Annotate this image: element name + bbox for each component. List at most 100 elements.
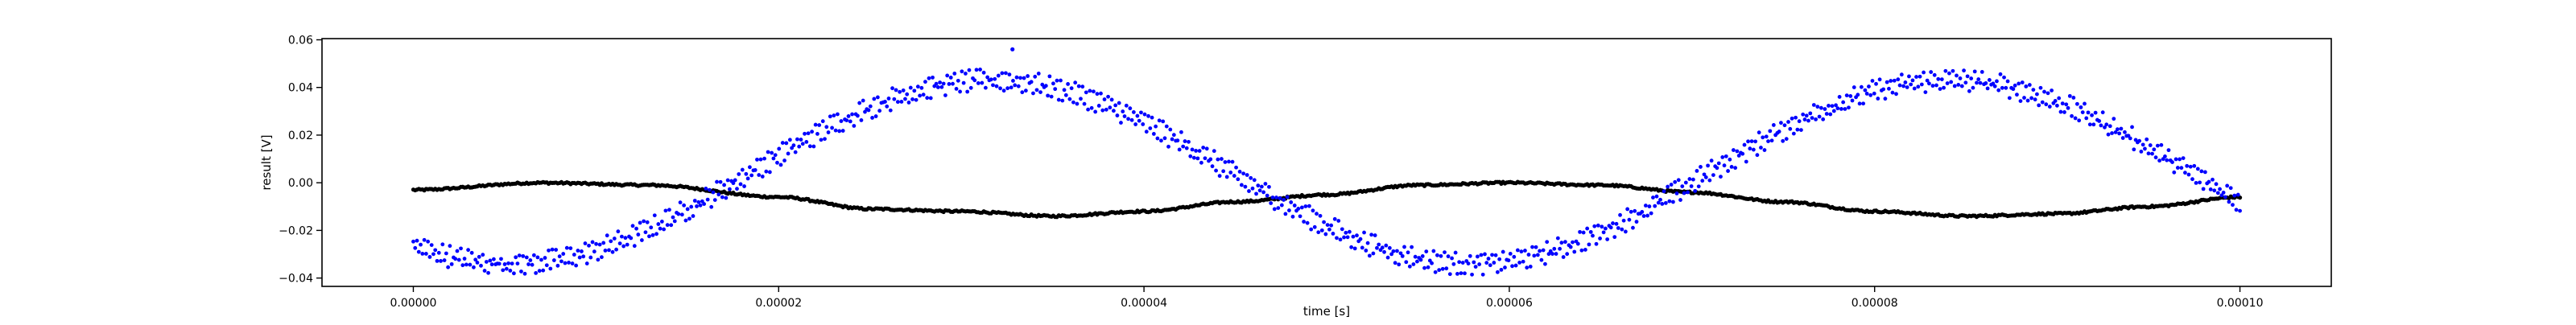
blue-point bbox=[1691, 177, 1695, 182]
blue-point bbox=[899, 100, 904, 104]
blue-point bbox=[1128, 106, 1133, 111]
blue-point bbox=[1243, 184, 1248, 189]
blue-point bbox=[1115, 113, 1120, 117]
blue-point bbox=[1319, 228, 1324, 232]
blue-point bbox=[1887, 86, 1891, 91]
blue-point bbox=[482, 269, 487, 273]
blue-point bbox=[1377, 242, 1381, 247]
blue-point bbox=[856, 113, 860, 118]
blue-point bbox=[1534, 245, 1538, 249]
blue-point bbox=[2190, 177, 2194, 182]
blue-point bbox=[1550, 252, 1554, 256]
blue-point bbox=[2025, 98, 2030, 103]
blue-point bbox=[1554, 252, 1558, 256]
blue-point bbox=[1322, 220, 1326, 224]
blue-point bbox=[1303, 204, 1308, 208]
blue-point bbox=[1146, 113, 1150, 118]
blue-point bbox=[1113, 103, 1118, 108]
blue-point bbox=[1819, 105, 1823, 110]
blue-point bbox=[2080, 110, 2085, 115]
blue-point bbox=[2071, 96, 2076, 100]
blue-point bbox=[2163, 154, 2167, 158]
blue-point bbox=[830, 125, 834, 130]
blue-point bbox=[866, 108, 871, 113]
blue-point bbox=[2005, 79, 2010, 84]
blue-point bbox=[435, 258, 440, 263]
blue-point bbox=[1967, 88, 1971, 93]
x-tick-label: 0.00000 bbox=[390, 297, 437, 310]
blue-point bbox=[514, 255, 518, 260]
blue-point bbox=[1175, 138, 1180, 143]
blue-point bbox=[1435, 253, 1439, 257]
blue-point bbox=[1923, 90, 1928, 95]
blue-point bbox=[481, 253, 485, 257]
blue-point bbox=[1220, 157, 1224, 161]
blue-point bbox=[1996, 88, 2001, 93]
blue-point bbox=[427, 255, 432, 259]
blue-point bbox=[1521, 259, 1525, 264]
blue-point bbox=[1939, 77, 1944, 82]
blue-point bbox=[1287, 208, 1291, 212]
blue-point bbox=[846, 114, 851, 118]
blue-point bbox=[2221, 191, 2226, 195]
blue-point bbox=[1197, 149, 1202, 153]
blue-point bbox=[833, 128, 838, 133]
blue-point bbox=[1117, 101, 1121, 105]
blue-point bbox=[1971, 85, 1975, 90]
blue-point bbox=[1815, 105, 1820, 109]
blue-point bbox=[1724, 154, 1728, 158]
blue-point bbox=[2000, 85, 2004, 90]
blue-point bbox=[945, 73, 950, 78]
blue-point bbox=[943, 93, 947, 97]
blue-point bbox=[1987, 78, 1992, 82]
blue-point bbox=[629, 236, 634, 241]
blue-point bbox=[1332, 216, 1337, 221]
blue-point bbox=[2020, 80, 2025, 84]
y-tick-label: 0.04 bbox=[288, 82, 313, 95]
blue-point bbox=[775, 160, 779, 165]
blue-point bbox=[1299, 205, 1304, 210]
blue-point bbox=[1929, 70, 1934, 74]
blue-point bbox=[594, 241, 598, 246]
blue-point bbox=[439, 259, 443, 263]
blue-point bbox=[2201, 187, 2206, 191]
blue-point bbox=[1056, 97, 1061, 102]
blue-point bbox=[810, 130, 815, 134]
blue-point bbox=[1155, 136, 1160, 141]
blue-point bbox=[1194, 149, 1198, 153]
blue-point bbox=[1131, 110, 1136, 114]
blue-point bbox=[964, 72, 968, 76]
blue-point bbox=[800, 142, 805, 146]
blue-point bbox=[1687, 177, 1692, 181]
blue-point bbox=[672, 219, 677, 224]
blue-point bbox=[1239, 183, 1244, 187]
blue-point bbox=[1678, 198, 1682, 202]
blue-point bbox=[1203, 156, 1208, 161]
blue-point bbox=[1214, 168, 1218, 173]
blue-point bbox=[1250, 186, 1255, 191]
blue-point bbox=[1470, 272, 1474, 277]
blue-point bbox=[431, 252, 436, 257]
y-tick-label: −0.04 bbox=[279, 273, 313, 286]
blue-point bbox=[1568, 245, 1573, 249]
blue-point bbox=[1856, 93, 1860, 97]
blue-point bbox=[656, 222, 661, 226]
blue-point bbox=[1641, 214, 1646, 218]
blue-point bbox=[570, 261, 575, 265]
blue-point bbox=[1190, 147, 1195, 152]
blue-point bbox=[1808, 111, 1813, 116]
blue-point bbox=[617, 241, 622, 245]
blue-point bbox=[2232, 193, 2237, 198]
blue-point bbox=[1270, 195, 1275, 200]
blue-point bbox=[1230, 159, 1235, 164]
blue-point bbox=[1292, 204, 1297, 208]
blue-point bbox=[1062, 88, 1067, 93]
blue-point bbox=[551, 258, 556, 262]
blue-point bbox=[446, 265, 451, 269]
blue-point bbox=[861, 98, 865, 103]
blue-point bbox=[1889, 79, 1893, 83]
blue-point bbox=[1009, 85, 1013, 90]
blue-point bbox=[1740, 151, 1745, 156]
blue-point bbox=[547, 248, 551, 253]
